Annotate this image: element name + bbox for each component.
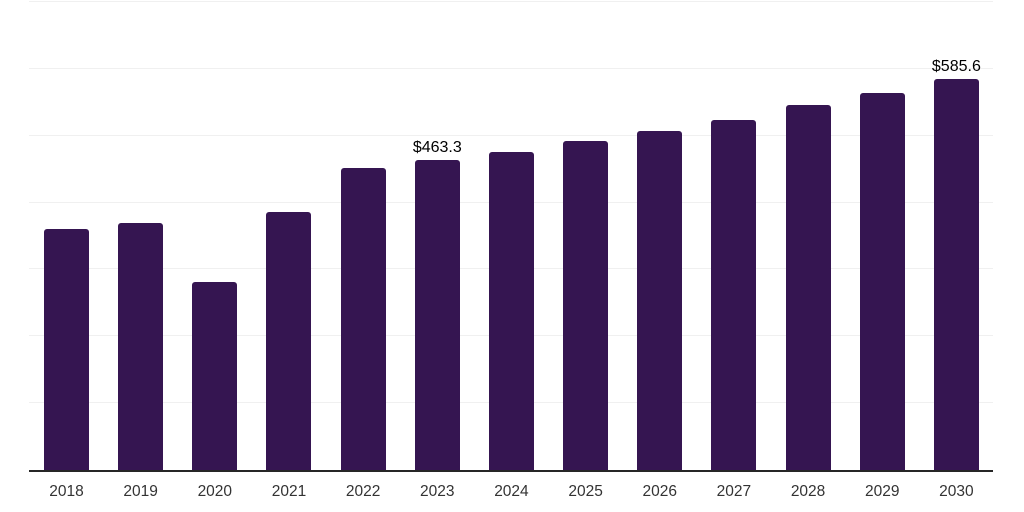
bar bbox=[637, 130, 683, 470]
bar bbox=[933, 78, 979, 470]
bar-column-2021 bbox=[266, 211, 312, 470]
bar bbox=[340, 167, 386, 470]
bar bbox=[711, 119, 757, 470]
x-axis-label: 2018 bbox=[49, 483, 84, 500]
bar bbox=[44, 229, 89, 470]
bar bbox=[266, 211, 312, 470]
bar bbox=[859, 93, 905, 470]
bar-column-2028 bbox=[785, 104, 831, 470]
x-axis-label: 2030 bbox=[939, 483, 974, 500]
bar-column-2024 bbox=[488, 151, 534, 470]
bar-column-2026 bbox=[637, 130, 683, 470]
bar bbox=[118, 222, 164, 470]
bar-column-2023: $463.3 bbox=[412, 139, 462, 470]
x-axis-label: 2021 bbox=[271, 483, 307, 500]
bar-column-2018 bbox=[44, 229, 89, 470]
x-axis-label: 2027 bbox=[716, 483, 752, 500]
x-axis: 2018 2019 2020 2021 2022 2023 2024 2025 2026 2027… bbox=[29, 484, 993, 500]
bar bbox=[192, 282, 238, 470]
bar-column-2025 bbox=[563, 141, 609, 470]
bar-column-2019 bbox=[118, 222, 164, 470]
bar bbox=[414, 160, 460, 470]
x-axis-label: 2026 bbox=[642, 483, 677, 500]
bar bbox=[563, 141, 609, 470]
bar-column-2022 bbox=[340, 167, 386, 470]
x-axis-label: 2029 bbox=[864, 483, 900, 500]
bar bbox=[488, 151, 534, 470]
x-axis-label: 2022 bbox=[345, 483, 381, 500]
x-axis-label: 2019 bbox=[123, 483, 158, 500]
gridline bbox=[29, 67, 993, 69]
x-axis-label: 2028 bbox=[790, 483, 826, 500]
x-axis-label: 2025 bbox=[568, 483, 603, 500]
x-axis-label: 2024 bbox=[494, 483, 529, 500]
x-axis-label: 2020 bbox=[197, 483, 233, 500]
x-axis-label: 2023 bbox=[420, 483, 455, 500]
plot-area: $463.3 $585.6 bbox=[29, 1, 993, 472]
bar-value-label: $463.3 bbox=[412, 139, 462, 157]
bar-value-label: $585.6 bbox=[931, 57, 981, 75]
bars-container: $463.3 $585.6 bbox=[29, 2, 993, 470]
bar-column-2020 bbox=[192, 282, 238, 470]
bar-column-2030: $585.6 bbox=[931, 57, 981, 470]
gridline bbox=[29, 1, 993, 2]
bar-column-2027 bbox=[711, 119, 757, 470]
bar bbox=[785, 104, 831, 470]
bar-column-2029 bbox=[859, 93, 905, 470]
gridline bbox=[29, 134, 993, 136]
